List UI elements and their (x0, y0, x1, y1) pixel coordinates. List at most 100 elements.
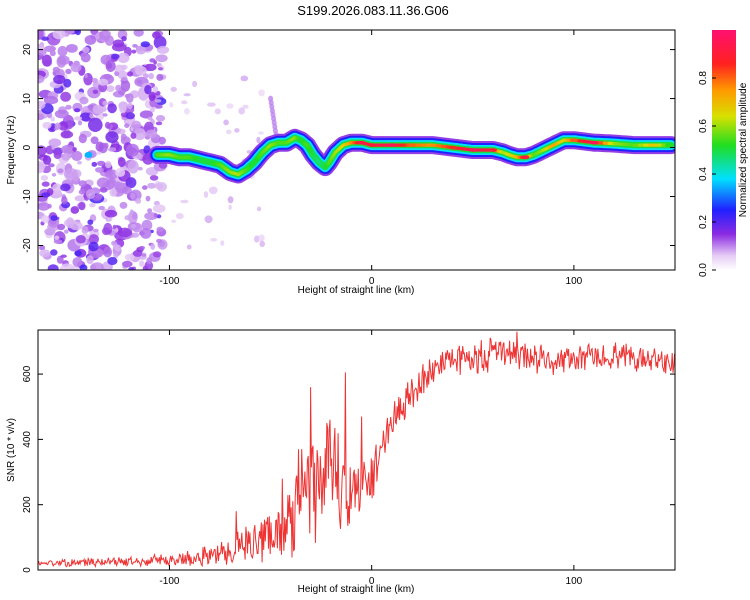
snr-line (38, 331, 675, 569)
noise-blob (204, 215, 213, 224)
noise-blob (38, 30, 44, 40)
ridge-hotspot (521, 155, 530, 160)
spectrogram-x-label: Height of straight line (km) (298, 285, 415, 296)
noise-blob (131, 232, 140, 238)
noise-blob (50, 116, 55, 122)
snr-x-ticks: -100 0 100 (159, 330, 583, 587)
ridge-hotspot (408, 143, 417, 147)
noise-blob (95, 167, 104, 173)
noise-blob (97, 78, 109, 86)
noise-blob (135, 45, 147, 55)
noise-blob (102, 30, 111, 37)
noise-blob (106, 216, 113, 222)
spectrogram-x-ticks: -100 0 100 (159, 30, 583, 287)
noise-blob (149, 107, 155, 113)
noise-blob (48, 163, 55, 168)
ridge-hotspot (448, 145, 457, 150)
noise-blob (153, 213, 158, 218)
noise-blob (133, 65, 144, 72)
noise-blob (154, 183, 163, 190)
noise-blob (88, 241, 99, 252)
noise-blob (170, 86, 177, 92)
noise-blob (114, 64, 126, 73)
noise-blob (256, 136, 261, 144)
noise-blob (52, 30, 66, 40)
noise-blob (57, 55, 70, 65)
noise-blob (74, 108, 81, 113)
noise-blob (121, 36, 127, 42)
noise-blob (107, 103, 117, 114)
noise-blob (50, 215, 58, 222)
noise-blob (115, 181, 121, 187)
snr-y-tick-label: 400 (22, 431, 33, 448)
snr-x-tick-label: 100 (566, 576, 583, 587)
noise-blob (141, 253, 147, 257)
noise-blob (59, 263, 75, 270)
noise-blob (148, 72, 154, 80)
noise-blob (153, 35, 167, 50)
noise-blob (82, 46, 90, 54)
noise-blob (210, 238, 218, 242)
noise-blob (156, 238, 163, 243)
noise-blob (57, 168, 64, 174)
noise-blob (117, 157, 126, 168)
noise-blob (257, 206, 262, 212)
noise-blob (113, 144, 118, 148)
snr-y-ticks: 0 200 400 600 (22, 365, 675, 573)
noise-blob (74, 195, 87, 202)
noise-blob (104, 121, 111, 129)
noise-blob (139, 245, 145, 250)
snr-x-tick-label: 0 (369, 576, 375, 587)
noise-blob (47, 264, 59, 270)
noise-blob (77, 120, 83, 126)
noise-blob (61, 152, 71, 161)
noise-blob (138, 166, 143, 171)
noise-blob (133, 128, 147, 140)
ridge-hotspot (468, 148, 477, 152)
noise-blob (58, 121, 69, 131)
noise-blob (113, 253, 119, 259)
noise-blob (227, 196, 234, 204)
noise-blob (128, 267, 134, 270)
noise-blob (63, 78, 72, 88)
noise-blob (95, 141, 104, 152)
noise-blob (95, 32, 101, 40)
noise-blob (140, 41, 150, 48)
noise-blob (57, 45, 68, 57)
noise-blob (126, 143, 140, 157)
noise-blob (258, 131, 264, 135)
noise-hotspot (84, 151, 93, 158)
noise-blob (234, 128, 240, 133)
noise-blob (88, 117, 103, 132)
noise-blob (169, 102, 174, 108)
noise-blob (74, 250, 82, 257)
noise-blob (79, 112, 92, 122)
noise-blob (207, 102, 216, 107)
noise-blob (155, 115, 166, 122)
noise-blob (136, 79, 143, 84)
noise-blob (105, 161, 112, 169)
noise-blob (112, 224, 117, 230)
noise-blob (92, 89, 99, 95)
noise-blob (38, 113, 45, 121)
noise-blob (184, 108, 190, 115)
noise-blob (127, 71, 134, 77)
noise-blob (150, 243, 156, 250)
noise-blob (192, 80, 198, 88)
noise-blob (72, 147, 77, 152)
noise-blob (81, 225, 89, 234)
noise-blob (53, 239, 63, 245)
colorbar-label: Normalized spectral amplitude (738, 82, 749, 217)
snr-series (38, 331, 675, 569)
noise-blob (88, 234, 99, 245)
ridge-hotspot (357, 140, 366, 145)
noise-blob (61, 196, 68, 205)
noise-blob (78, 180, 87, 187)
noise-blob (140, 228, 152, 239)
noise-blob (220, 240, 225, 247)
snr-y-tick-label: 600 (22, 365, 33, 382)
noise-blob (183, 93, 191, 97)
noise-blob (115, 244, 122, 252)
noise-blob (98, 205, 105, 211)
